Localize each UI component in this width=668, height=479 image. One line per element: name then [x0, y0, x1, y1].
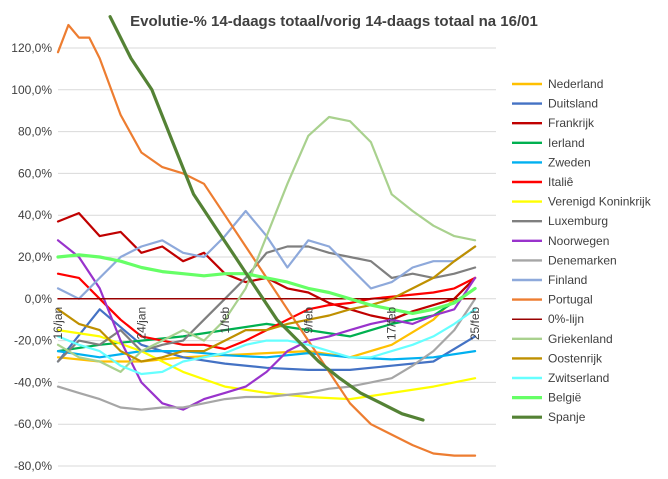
- x-tick-label: 9/feb: [301, 306, 315, 333]
- legend-label: Oostenrijk: [548, 351, 603, 365]
- legend-label: Zwitserland: [548, 371, 609, 385]
- y-tick-label: 0,0%: [25, 292, 53, 306]
- legend-label: Zweden: [548, 155, 591, 169]
- series-line-oostenrijk: [56, 245, 477, 363]
- legend-label: Verenigd Koninkrijk: [548, 195, 652, 209]
- x-axis: 16/jan 24/jan 1/feb 9/feb 17/feb 25/feb: [51, 306, 482, 340]
- x-tick-label: 1/feb: [218, 306, 232, 333]
- legend-label: Nederland: [548, 77, 603, 91]
- series-line-luxemburg: [56, 245, 477, 363]
- y-tick-label: -20,0%: [14, 334, 52, 348]
- legend: Nederland Duitsland Frankrijk Ierland Zweden…: [512, 77, 652, 424]
- gridlines: [58, 47, 496, 467]
- series-line-spanje: [108, 15, 425, 422]
- y-tick-label: 100,0%: [11, 83, 52, 97]
- series-line-griekenland: [56, 115, 477, 373]
- series-line-portugal: [56, 23, 477, 457]
- series-line-zwitserland: [56, 308, 477, 376]
- legend-label: 0%-lijn: [548, 312, 584, 326]
- x-tick-label: 25/feb: [468, 306, 482, 340]
- x-tick-label: 16/jan: [51, 307, 65, 340]
- y-tick-label: -80,0%: [14, 459, 52, 473]
- legend-label: Portugal: [548, 293, 593, 307]
- legend-label: Luxemburg: [548, 214, 608, 228]
- y-tick-label: -40,0%: [14, 375, 52, 389]
- series-line-finland: [56, 209, 477, 300]
- legend-label: Italiê: [548, 175, 574, 189]
- legend-label: Finland: [548, 273, 587, 287]
- legend-label: Spanje: [548, 410, 586, 424]
- y-axis: -80,0% -60,0% -40,0% -20,0% 0,0% 20,0% 40,0% 60…: [11, 41, 52, 473]
- series-line-nederland: [56, 276, 477, 363]
- legend-label: Duitsland: [548, 97, 598, 111]
- x-tick-label: 17/feb: [385, 306, 399, 340]
- series-line-belgi-: [56, 253, 477, 315]
- x-tick-label: 24/jan: [134, 307, 148, 340]
- series-lines: [56, 15, 477, 457]
- legend-label: Denemarken: [548, 253, 617, 267]
- legend-label: België: [548, 391, 582, 405]
- y-tick-label: 60,0%: [18, 166, 52, 180]
- series-line-denemarken: [56, 297, 477, 411]
- y-tick-label: -60,0%: [14, 417, 52, 431]
- legend-label: Griekenland: [548, 332, 613, 346]
- series-line-duitsland: [56, 308, 477, 371]
- legend-label: Ierland: [548, 136, 585, 150]
- legend-label: Frankrijk: [548, 116, 595, 130]
- series-line-ierland: [56, 287, 477, 353]
- y-tick-label: 40,0%: [18, 208, 52, 222]
- series-line-verenigd-koninkrijk: [56, 329, 477, 401]
- y-tick-label: 120,0%: [11, 41, 52, 55]
- chart-title: Evolutie-% 14-daags totaal/vorig 14-daag…: [130, 13, 538, 30]
- legend-label: Noorwegen: [548, 234, 609, 248]
- y-tick-label: 80,0%: [18, 125, 52, 139]
- y-tick-label: 20,0%: [18, 250, 52, 264]
